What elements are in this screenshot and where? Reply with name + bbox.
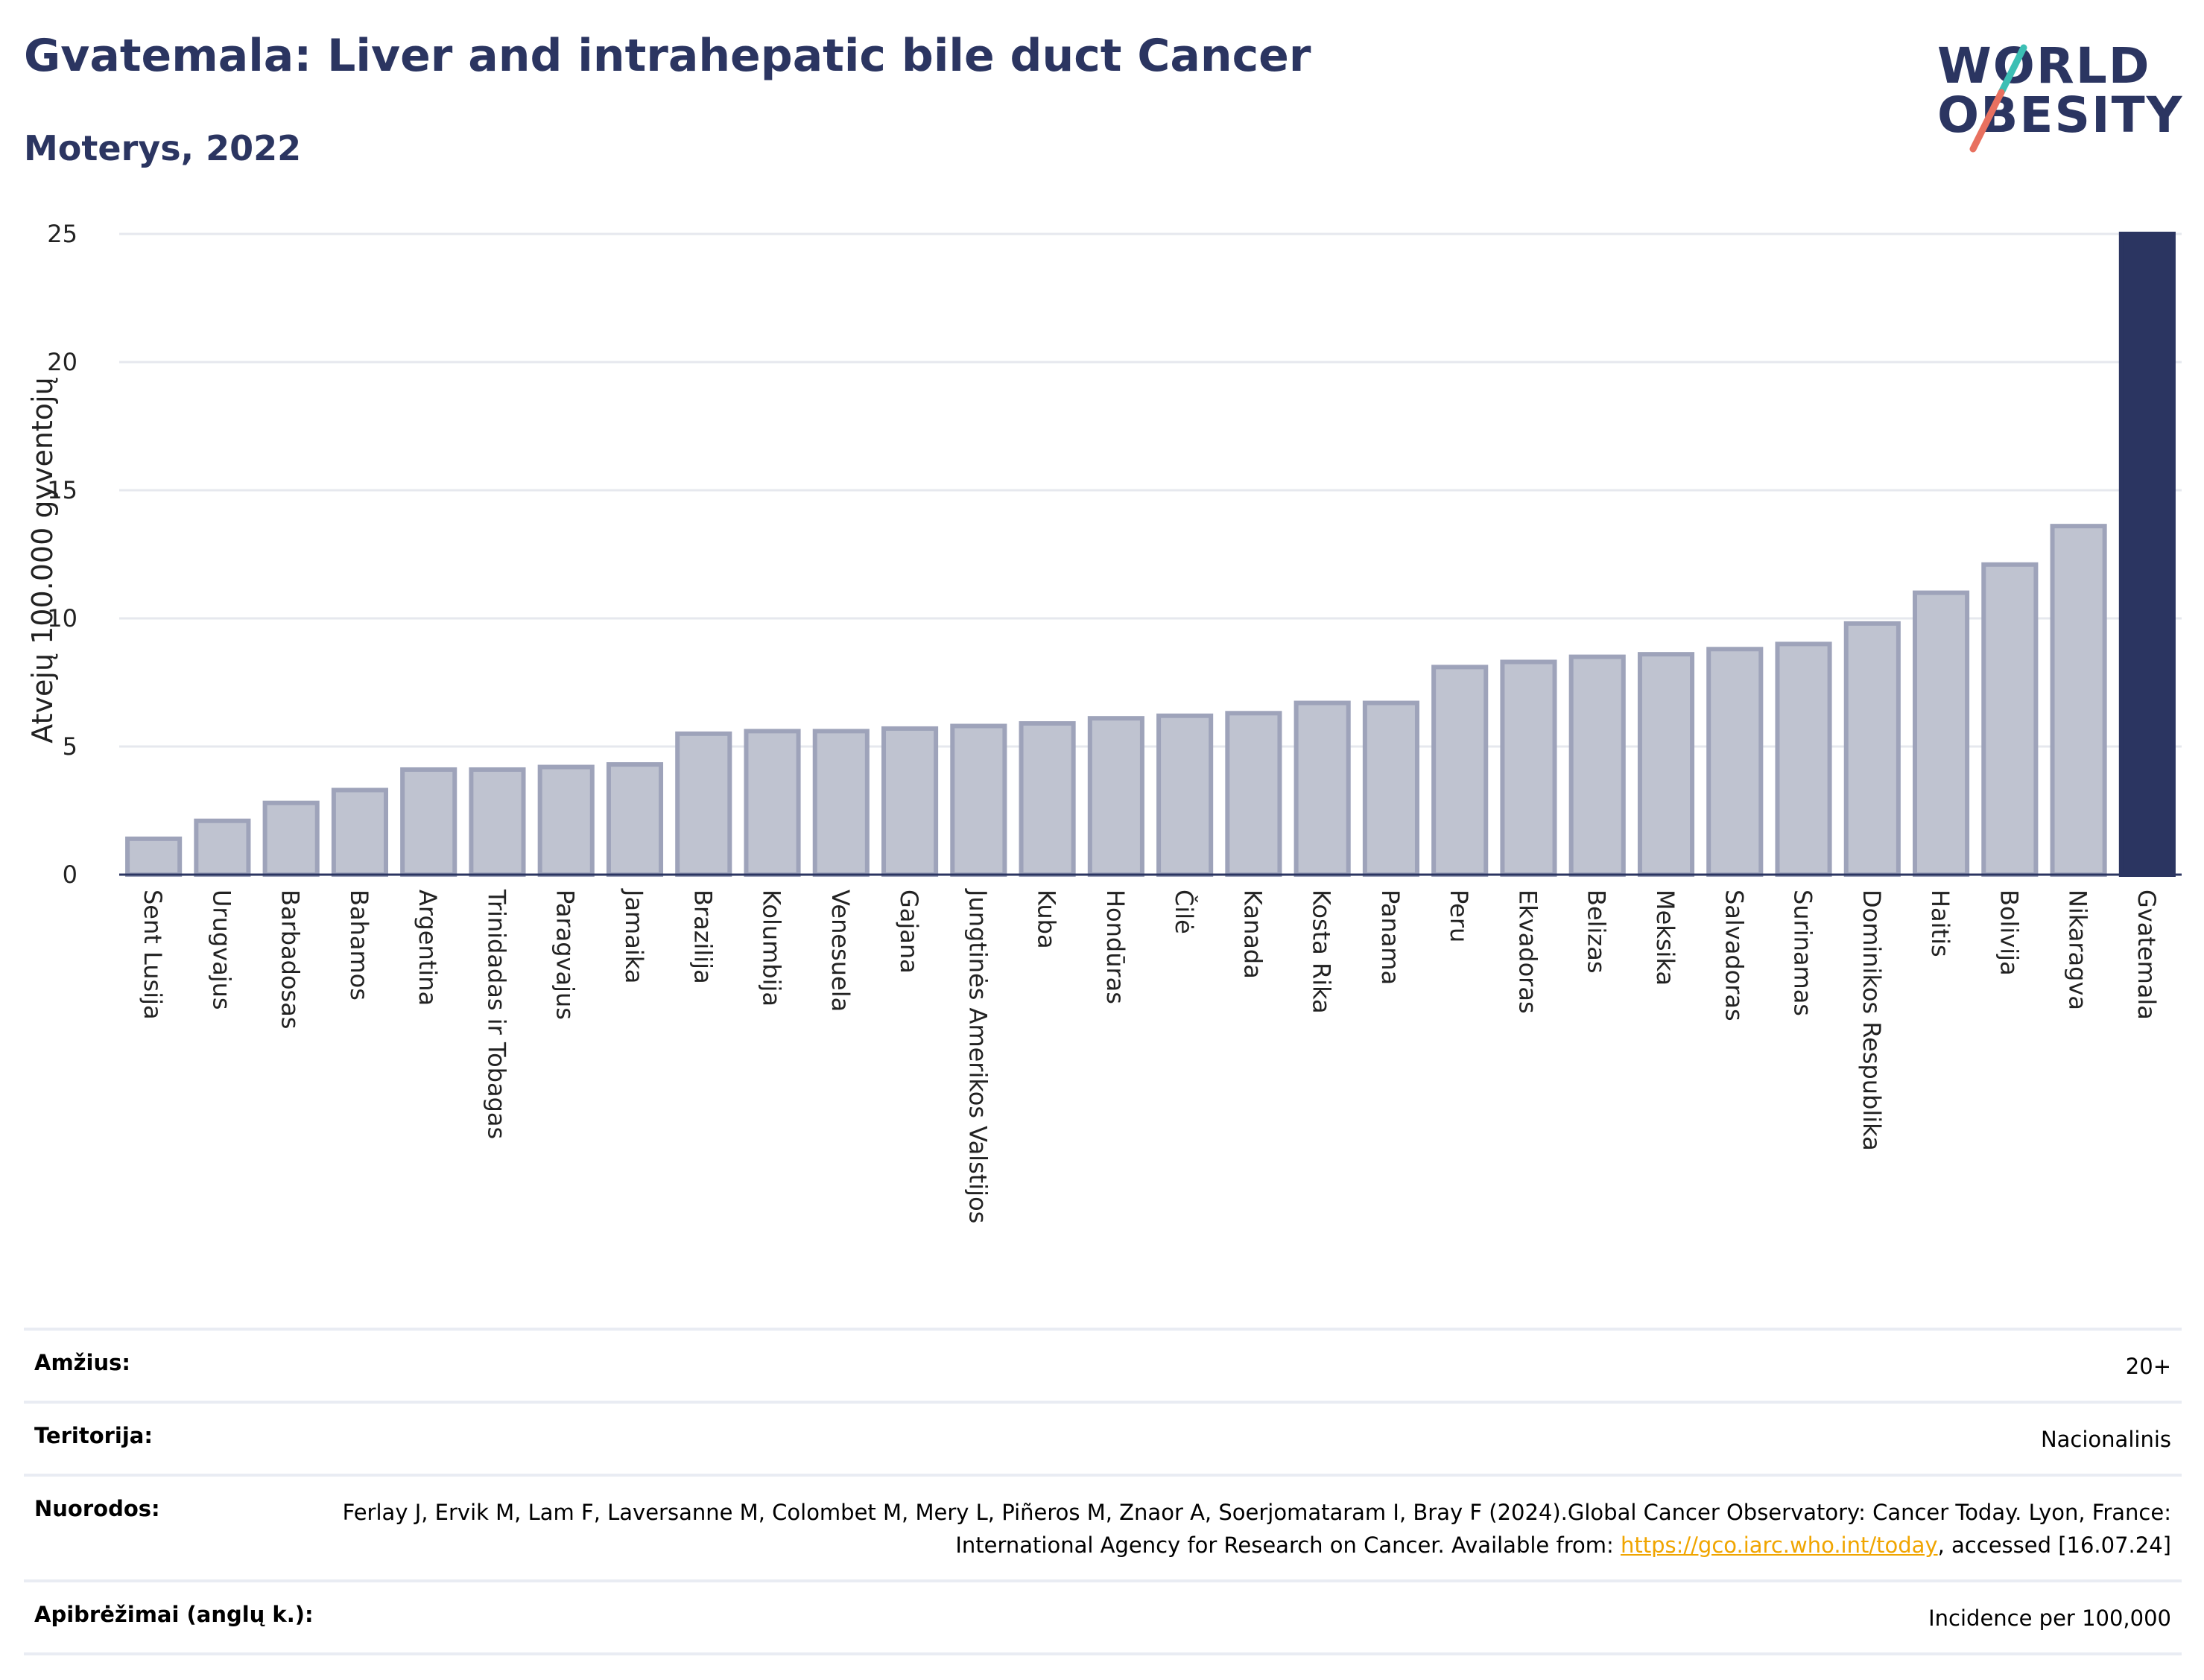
bar-peru[interactable] [1431,665,1489,877]
meta-row-territory: Teritorija: Nacionalinis [24,1401,2182,1474]
bar-kosta-rika[interactable] [1293,700,1351,878]
bar-urugvajus[interactable] [194,818,251,878]
bar-gvatemala[interactable] [2118,232,2176,877]
x-tick-label: Surinamas [1789,890,1817,1016]
bar-čilė[interactable] [1156,713,1214,877]
bar-panama[interactable] [1362,700,1419,878]
x-tick-label: Čilė [1170,890,1199,934]
x-tick-label: Urugvajus [207,890,235,1010]
y-axis-label: Atvejų 100.000 gyventojų [26,377,59,743]
x-tick-label: Dominikos Respublika [1858,890,1886,1151]
references-label: Nuorodos: [34,1496,160,1521]
x-tick-label: Hondūras [1101,890,1130,1004]
x-tick-label: Venesuela [826,890,855,1012]
bar-paragvajus[interactable] [537,764,595,878]
bar-belizas[interactable] [1568,654,1626,877]
x-tick-label: Paragvajus [551,890,580,1020]
x-tick-label: Ekvadoras [1513,890,1542,1014]
y-tick-label: 0 [63,860,77,889]
logo-slash-icon [1969,44,2027,153]
meta-row-age: Amžius: 20+ [24,1328,2182,1401]
references-value: Ferlay J, Ervik M, Lam F, Laversanne M, … [323,1496,2171,1562]
bar-sent-lusija[interactable] [125,836,183,878]
age-label: Amžius: [34,1350,130,1375]
x-tick-label: Bolivija [1995,890,2023,976]
references-text: Ferlay J, Ervik M, Lam F, Laversanne M, … [342,1500,2171,1558]
logo-text-world: WORLD [1937,37,2151,95]
bar-nikaragva[interactable] [2050,524,2107,877]
bar-hondūras[interactable] [1087,716,1144,877]
bar-argentina[interactable] [400,767,457,878]
chart-subtitle: Moterys, 2022 [24,128,302,168]
y-tick-label: 20 [47,348,77,376]
bar-kanada[interactable] [1225,711,1282,878]
bar-ekvadoras[interactable] [1500,659,1557,877]
x-tick-label: Panama [1376,890,1405,985]
y-tick-label: 10 [47,604,77,633]
x-tick-label: Gvatemala [2132,890,2161,1020]
bar-brazilija[interactable] [675,731,732,877]
metadata-table: Amžius: 20+ Teritorija: Nacionalinis Nuo… [24,1328,2182,1655]
bar-barbadosas[interactable] [262,800,320,877]
bar-trinidadas-ir-tobagas[interactable] [469,767,526,878]
references-tail: , accessed [16.07.24] [1937,1532,2171,1558]
definitions-label: Apibrėžimai (anglų k.): [34,1602,314,1627]
bar-bahamos[interactable] [331,787,388,877]
world-obesity-logo: WORLD OBESITY [1937,21,2183,162]
bar-meksika[interactable] [1637,652,1695,877]
territory-label: Teritorija: [34,1423,153,1448]
x-tick-label: Nikaragva [2064,890,2092,1010]
bar-jungtinės-amerikos-valstijos[interactable] [950,723,1007,877]
bar-salvadoras[interactable] [1706,647,1764,878]
bar-kuba[interactable] [1019,721,1076,877]
bar-kolumbija[interactable] [744,729,801,877]
bar-chart: 0 5 10 15 20 25 Sent Lusija Urugvajus Barbadosas… [26,220,2182,1223]
x-tick-label: Belizas [1583,890,1611,974]
x-tick-label: Kuba [1033,890,1061,949]
x-tick-label: Jamaika [620,888,648,983]
x-tick-label: Sent Lusija [139,890,167,1020]
x-tick-label: Gajana [895,890,923,974]
x-tick-label: Argentina [414,890,442,1006]
chart-title: Gvatemala: Liver and intrahepatic bile d… [24,30,1311,82]
territory-value: Nacionalinis [2040,1427,2171,1452]
x-tick-label: Salvadoras [1720,890,1748,1021]
x-tick-label: Bahamos [345,890,373,1001]
bar-gajana[interactable] [881,726,939,877]
bars [125,232,2176,878]
x-tick-label: Jungtinės Amerikos Valstijos [963,888,992,1223]
bar-haitis[interactable] [1913,590,1970,877]
bar-bolivija[interactable] [1981,562,2039,877]
axes: 0 5 10 15 20 25 Sent Lusija Urugvajus Barbadosas… [47,220,2182,1223]
x-tick-label: Kanada [1238,890,1267,979]
bar-venesuela[interactable] [812,729,870,877]
definitions-value: Incidence per 100,000 [1928,1605,2171,1631]
x-tick-label: Kosta Rika [1308,890,1336,1014]
y-tick-label: 5 [63,732,77,761]
x-tick-label: Trinidadas ir Tobagas [482,889,510,1139]
bar-surinamas[interactable] [1775,641,1832,878]
x-tick-label: Kolumbija [758,890,786,1007]
references-link[interactable]: https://gco.iarc.who.int/today [1620,1532,1938,1558]
meta-row-definitions: Apibrėžimai (anglų k.): Incidence per 10… [24,1579,2182,1655]
y-tick-label: 25 [47,220,77,248]
bar-jamaika[interactable] [606,762,664,878]
age-value: 20+ [2125,1354,2171,1379]
x-tick-label: Meksika [1651,890,1679,986]
x-tick-label: Barbadosas [276,890,305,1029]
meta-row-references: Nuorodos: Ferlay J, Ervik M, Lam F, Lave… [24,1474,2182,1579]
x-tick-label: Haitis [1926,890,1954,957]
x-tick-label: Brazilija [688,890,717,984]
bar-dominikos-respublika[interactable] [1843,621,1901,877]
y-tick-label: 15 [47,476,77,504]
x-tick-label: Peru [1445,890,1473,942]
